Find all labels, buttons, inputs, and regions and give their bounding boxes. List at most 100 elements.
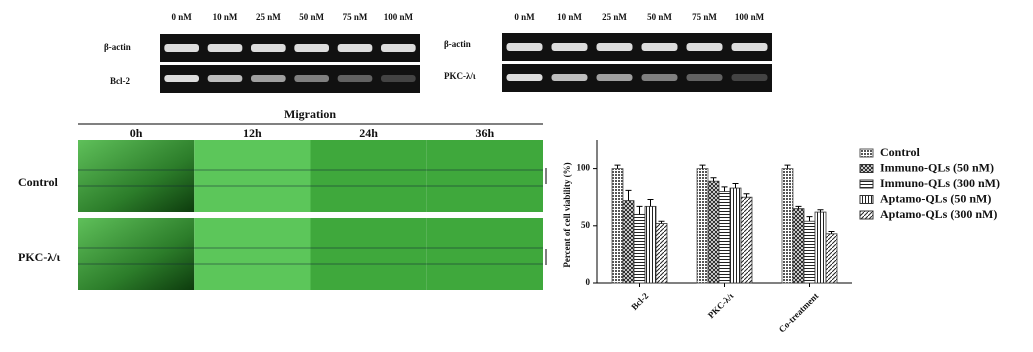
lane-label: 10 nM: [213, 12, 238, 22]
lane-label: 0 nM: [172, 12, 193, 22]
error-bar: [721, 186, 728, 192]
legend-label: Immuno-QLs (300 nM): [880, 176, 1000, 190]
error-bar: [699, 164, 706, 169]
bar: [655, 223, 668, 284]
band: [551, 43, 588, 51]
bar: [792, 208, 805, 284]
legend-swatch: [859, 179, 874, 189]
micrograph: [194, 140, 311, 212]
band: [337, 44, 373, 52]
bar: [781, 168, 794, 284]
x-tick-label: Co-treatment: [777, 291, 821, 335]
y-tick-label: 50: [581, 220, 591, 230]
time-label: 36h: [476, 126, 495, 140]
error-bar: [636, 205, 643, 215]
error-bar: [710, 177, 717, 182]
error-bar: [658, 220, 665, 224]
error-bar: [817, 209, 824, 213]
micrograph: [78, 218, 195, 290]
band: [381, 75, 416, 82]
band: [641, 43, 678, 51]
micrograph: [78, 140, 195, 212]
legend-swatch: [859, 148, 874, 158]
band: [294, 44, 329, 52]
band: [294, 75, 329, 82]
band: [686, 43, 723, 51]
lane-label: 25 nM: [256, 12, 281, 22]
time-label: 12h: [243, 126, 262, 140]
band: [641, 74, 678, 81]
error-bar: [806, 216, 813, 222]
band: [506, 74, 543, 81]
gel-row-label: Bcl-2: [110, 76, 130, 86]
y-tick-label: 0: [586, 277, 591, 287]
lane-label: 50 nM: [299, 12, 324, 22]
row-label: PKC-λ/ι: [18, 250, 61, 264]
gel: [502, 33, 772, 61]
legend-label: Aptamo-QLs (50 nM): [880, 191, 991, 205]
error-bar: [732, 182, 739, 189]
error-bar: [828, 231, 835, 234]
migration-title: Migration: [284, 107, 336, 121]
gel: [160, 34, 420, 62]
band: [551, 74, 588, 81]
lane-label: 0 nM: [514, 12, 535, 22]
bar: [740, 196, 753, 284]
lane-label: 75 nM: [343, 12, 368, 22]
bar: [718, 191, 731, 284]
bar: [644, 205, 657, 284]
legend-swatch: [859, 195, 874, 204]
row-label: Control: [18, 175, 58, 189]
error-bar: [647, 198, 654, 207]
legend-label: Aptamo-QLs (300 nM): [880, 207, 997, 221]
gel-row-label: PKC-λ/ι: [444, 71, 476, 81]
micrograph: [310, 218, 427, 290]
band: [251, 44, 286, 52]
lane-label: 25 nM: [602, 12, 627, 22]
error-bar: [743, 193, 750, 198]
band: [731, 43, 768, 51]
micrograph: [426, 140, 543, 212]
x-tick-label: PKC-λ/ι: [706, 291, 736, 321]
bar: [633, 213, 646, 284]
micrograph: [426, 218, 543, 290]
band: [381, 44, 416, 52]
band: [731, 74, 768, 81]
bar: [707, 180, 720, 284]
lane-label: 100 nM: [735, 12, 765, 22]
band: [164, 75, 199, 82]
bar: [814, 211, 827, 284]
bar: [825, 233, 838, 284]
error-bar: [795, 205, 802, 209]
y-tick-label: 100: [577, 163, 591, 173]
y-axis-label: Percent of cell viability (%): [562, 162, 572, 267]
bar: [696, 168, 709, 284]
lane-label: 100 nM: [384, 12, 414, 22]
band: [337, 75, 373, 82]
legend-label: Immuno-QLs (50 nM): [880, 160, 994, 174]
legend-swatch: [859, 210, 874, 220]
micrograph: [194, 218, 311, 290]
time-label: 0h: [130, 126, 143, 140]
bar: [803, 220, 816, 284]
legend-label: Control: [880, 145, 920, 159]
bar: [729, 187, 742, 284]
gel: [502, 64, 772, 92]
micrograph: [310, 140, 427, 212]
error-bar: [614, 164, 621, 169]
band: [596, 74, 633, 81]
band: [164, 44, 199, 52]
lane-label: 50 nM: [647, 12, 672, 22]
error-bar: [784, 164, 791, 169]
bar: [611, 168, 624, 284]
lane-label: 10 nM: [557, 12, 582, 22]
legend-swatch: [859, 164, 874, 173]
band: [596, 43, 633, 51]
gel: [160, 65, 420, 93]
band: [506, 43, 543, 51]
time-label: 24h: [359, 126, 378, 140]
error-bar: [625, 189, 632, 201]
band: [251, 75, 286, 82]
band: [207, 44, 243, 52]
